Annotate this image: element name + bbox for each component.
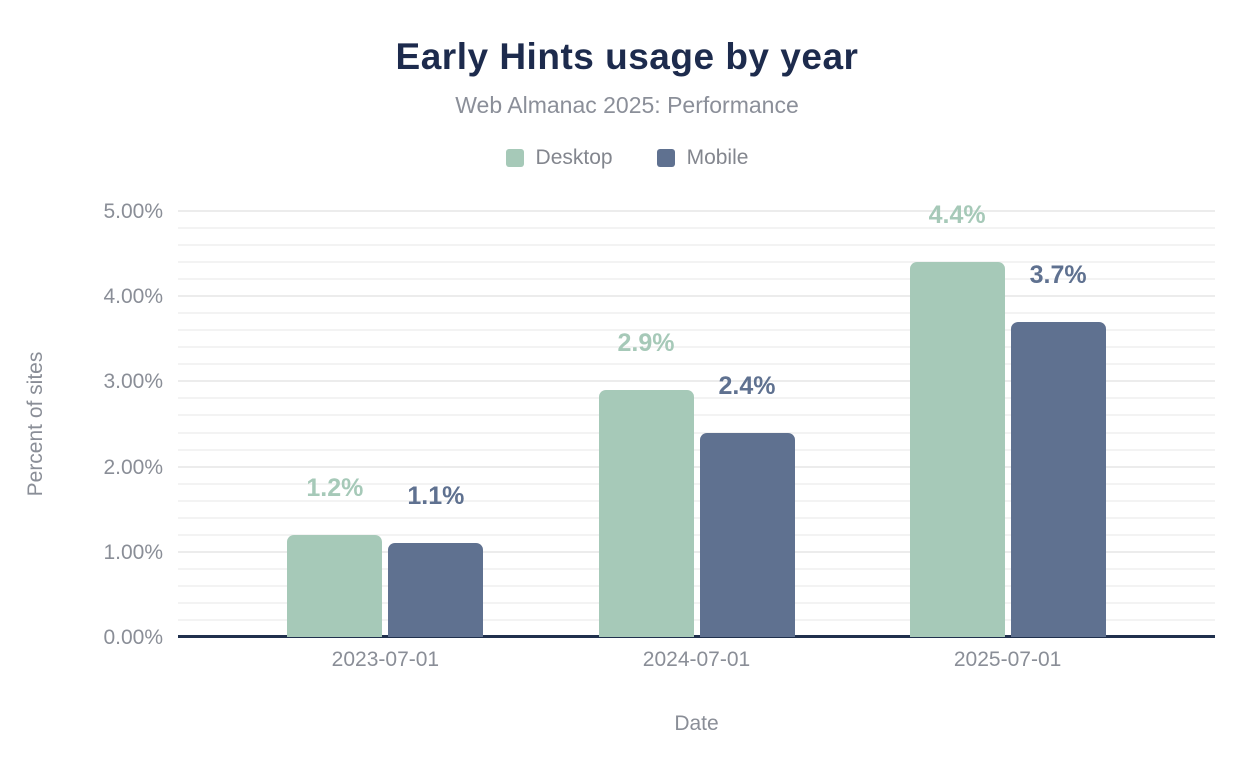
bar-desktop-2024-07-01[interactable] — [598, 389, 694, 637]
gridline — [178, 482, 1215, 485]
y-tick-label: 5.00% — [103, 200, 163, 223]
value-label-mobile-2024-07-01: 2.4% — [718, 371, 776, 400]
legend: Desktop Mobile — [0, 146, 1254, 170]
gridline — [178, 244, 1215, 247]
gridline — [178, 312, 1215, 315]
value-label-mobile-2023-07-01: 1.1% — [407, 482, 465, 511]
legend-item-desktop: Desktop — [505, 146, 613, 170]
value-label-desktop-2025-07-01: 4.4% — [928, 201, 986, 230]
y-tick-label: 2.00% — [103, 455, 163, 479]
y-tick-label: 1.00% — [103, 540, 163, 564]
bar-desktop-2025-07-01[interactable] — [909, 262, 1005, 637]
gridline — [178, 618, 1215, 621]
gridline — [178, 227, 1215, 230]
value-label-mobile-2025-07-01: 3.7% — [1029, 260, 1087, 289]
y-axis-title-text: Percent of sites — [24, 351, 47, 497]
bar-mobile-2023-07-01[interactable] — [388, 543, 484, 637]
legend-swatch-mobile-icon — [656, 149, 675, 167]
gridline — [178, 346, 1215, 349]
gridline — [178, 431, 1215, 434]
gridline — [178, 584, 1215, 587]
gridline — [178, 261, 1215, 264]
legend-swatch-desktop-icon — [505, 149, 524, 167]
gridline — [178, 499, 1215, 502]
legend-label: Mobile — [686, 146, 749, 169]
gridline — [178, 550, 1215, 553]
legend-label: Desktop — [535, 146, 613, 169]
x-tick-label: 2025-07-01 — [953, 648, 1062, 671]
gridline — [178, 414, 1215, 417]
gridline — [178, 380, 1215, 383]
legend-item-mobile: Mobile — [656, 146, 749, 170]
x-tick-label: 2024-07-01 — [642, 648, 751, 671]
y-tick-label: 4.00% — [103, 285, 163, 309]
value-label-desktop-2024-07-01: 2.9% — [617, 328, 675, 357]
gridline — [178, 448, 1215, 451]
y-tick-label: 3.00% — [103, 370, 163, 394]
gridline — [178, 533, 1215, 536]
value-label-desktop-2023-07-01: 1.2% — [306, 473, 364, 502]
gridline — [178, 601, 1215, 604]
gridline — [178, 397, 1215, 400]
plot-area: 1.2% 1.1% 2.9% 2.4% 4.4% 3.7% — [178, 203, 1215, 638]
x-axis-baseline — [178, 635, 1215, 638]
gridline — [178, 329, 1215, 332]
gridline — [178, 295, 1215, 298]
gridline — [178, 465, 1215, 468]
gridline — [178, 363, 1215, 366]
chart-subtitle: Web Almanac 2025: Performance — [455, 92, 799, 118]
bar-desktop-2023-07-01[interactable] — [287, 534, 383, 637]
gridline — [178, 278, 1215, 281]
x-axis-title: Date — [674, 712, 719, 735]
chart-title: Early Hints usage by year — [395, 36, 859, 77]
gridline — [178, 210, 1215, 212]
bar-mobile-2024-07-01[interactable] — [699, 432, 795, 637]
gridline — [178, 516, 1215, 519]
y-tick-label: 0.00% — [103, 626, 163, 649]
x-tick-label: 2023-07-01 — [331, 648, 440, 671]
bar-mobile-2025-07-01[interactable] — [1010, 321, 1106, 637]
gridline — [178, 567, 1215, 570]
